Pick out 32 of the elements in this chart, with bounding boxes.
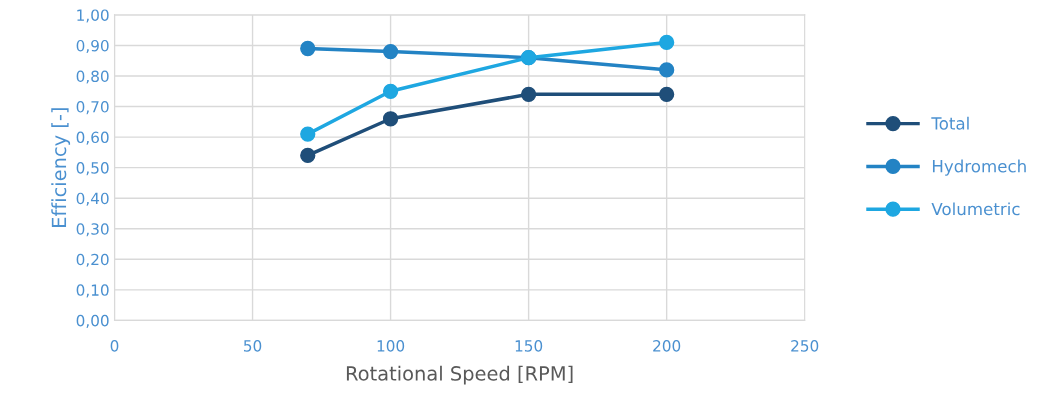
y-tick-label: 0,10: [76, 284, 109, 298]
y-axis-title: Efficiency [-]: [51, 108, 71, 227]
x-tick-label: 200: [653, 340, 681, 352]
legend-label: Total: [931, 116, 969, 130]
legend-label: Hydromech: [932, 159, 1026, 176]
y-tick-label: 0,60: [76, 131, 109, 145]
x-tick-label: 100: [377, 340, 405, 352]
point: [382, 83, 399, 99]
x-axis-title: Rotational Speed [RPM]: [346, 365, 573, 385]
y-tick-label: 0,50: [76, 162, 109, 176]
point: [300, 147, 316, 164]
point: [300, 40, 316, 57]
point: [300, 126, 316, 142]
y-tick-label: 0,40: [76, 192, 109, 206]
y-tick-label: 0,90: [76, 39, 109, 54]
y-tick-label: 1,00: [77, 9, 109, 23]
point: [659, 86, 675, 102]
point: [659, 34, 675, 51]
y-tick-label: 0,30: [76, 223, 109, 237]
point: [520, 86, 537, 102]
legend-label: Volumetric: [931, 202, 1020, 216]
y-tick-label: 0,20: [76, 253, 109, 267]
point: [382, 111, 399, 127]
x-tick-label: 50: [244, 340, 262, 352]
point: [659, 62, 675, 78]
y-tick-label: 0,00: [76, 314, 109, 328]
y-tick-label: 0,80: [76, 70, 109, 84]
x-tick-label: 250: [791, 340, 819, 352]
point: [382, 43, 399, 60]
x-tick-label: 150: [515, 340, 543, 352]
y-tick-label: 0,70: [76, 101, 109, 115]
x-tick-label: 0: [110, 340, 119, 352]
